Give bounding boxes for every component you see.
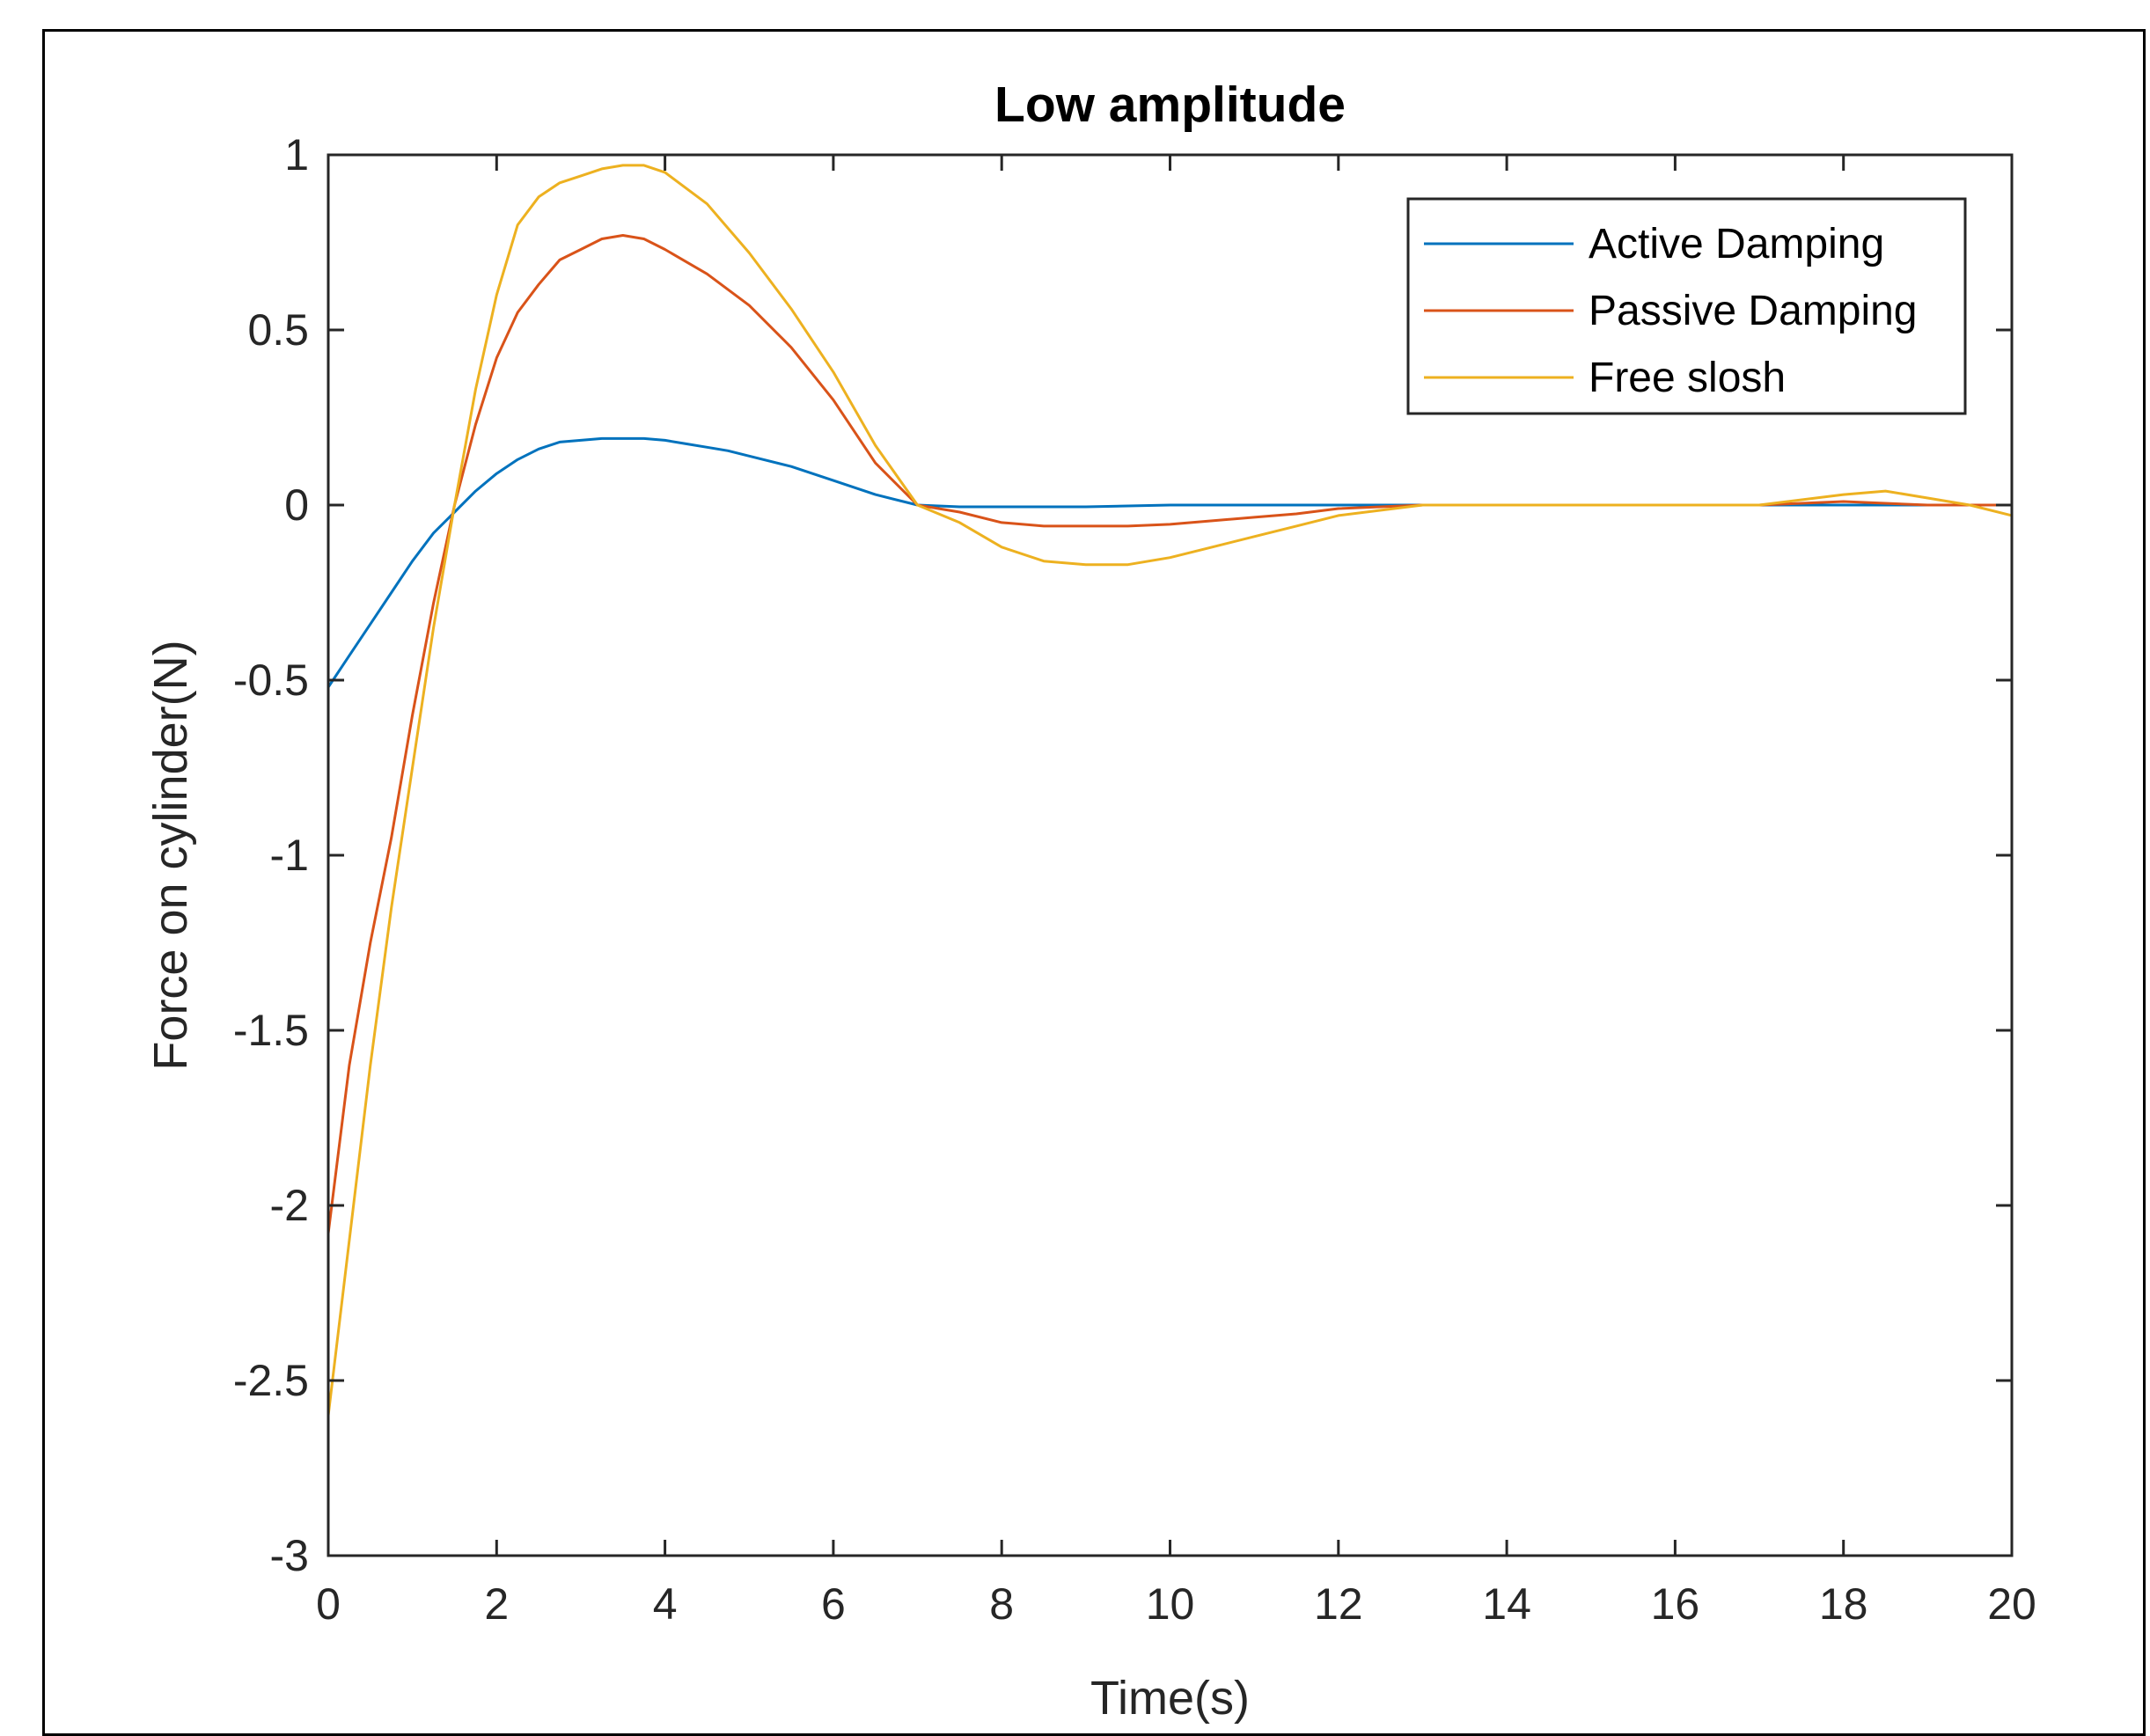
x-tick-label: 0 [316,1579,341,1629]
x-tick-label: 2 [484,1579,509,1629]
legend-label: Passive Damping [1589,288,1918,334]
x-tick-label: 12 [1314,1579,1363,1629]
plot-border [327,153,2014,1557]
y-tick-label: 0 [284,480,309,530]
legend-label: Free slosh [1589,355,1786,401]
y-tick-label: -2.5 [233,1356,309,1405]
legend-label: Active Damping [1589,221,1884,267]
y-tick-label: 0.5 [247,305,309,355]
y-tick-label: -0.5 [233,656,309,705]
legend: Active Damping Passive Damping Free slosh [1406,197,1967,415]
x-tick-label: 14 [1482,1579,1531,1629]
series-group [327,164,2013,1416]
y-tick-label: -3 [270,1531,309,1580]
x-tick-label: 10 [1146,1579,1195,1629]
series-line-1 [327,436,2012,688]
chart-title: Low amplitude [994,77,1346,133]
x-tick-label: 4 [653,1579,678,1629]
ticks-group: 0 2 4 6 8 10 12 14 16 18 20 -3 -2.5 -2 -1.5 -1 -0.5 0 0.5 1 [233,130,2036,1629]
x-tick-label: 20 [1987,1579,2036,1629]
y-axis-label: Force on cylinder(N) [144,640,197,1070]
series-line-3 [327,164,2013,1416]
x-tick-label: 6 [821,1579,846,1629]
x-tick-label: 18 [1819,1579,1868,1629]
x-tick-label: 16 [1651,1579,1700,1629]
y-tick-label: -1 [270,831,309,880]
x-axis-label: Time(s) [1090,1672,1250,1725]
y-tick-label: -1.5 [233,1006,309,1055]
y-tick-label: -2 [270,1181,309,1230]
x-tick-label: 8 [989,1579,1014,1629]
y-tick-label: 1 [284,130,309,179]
